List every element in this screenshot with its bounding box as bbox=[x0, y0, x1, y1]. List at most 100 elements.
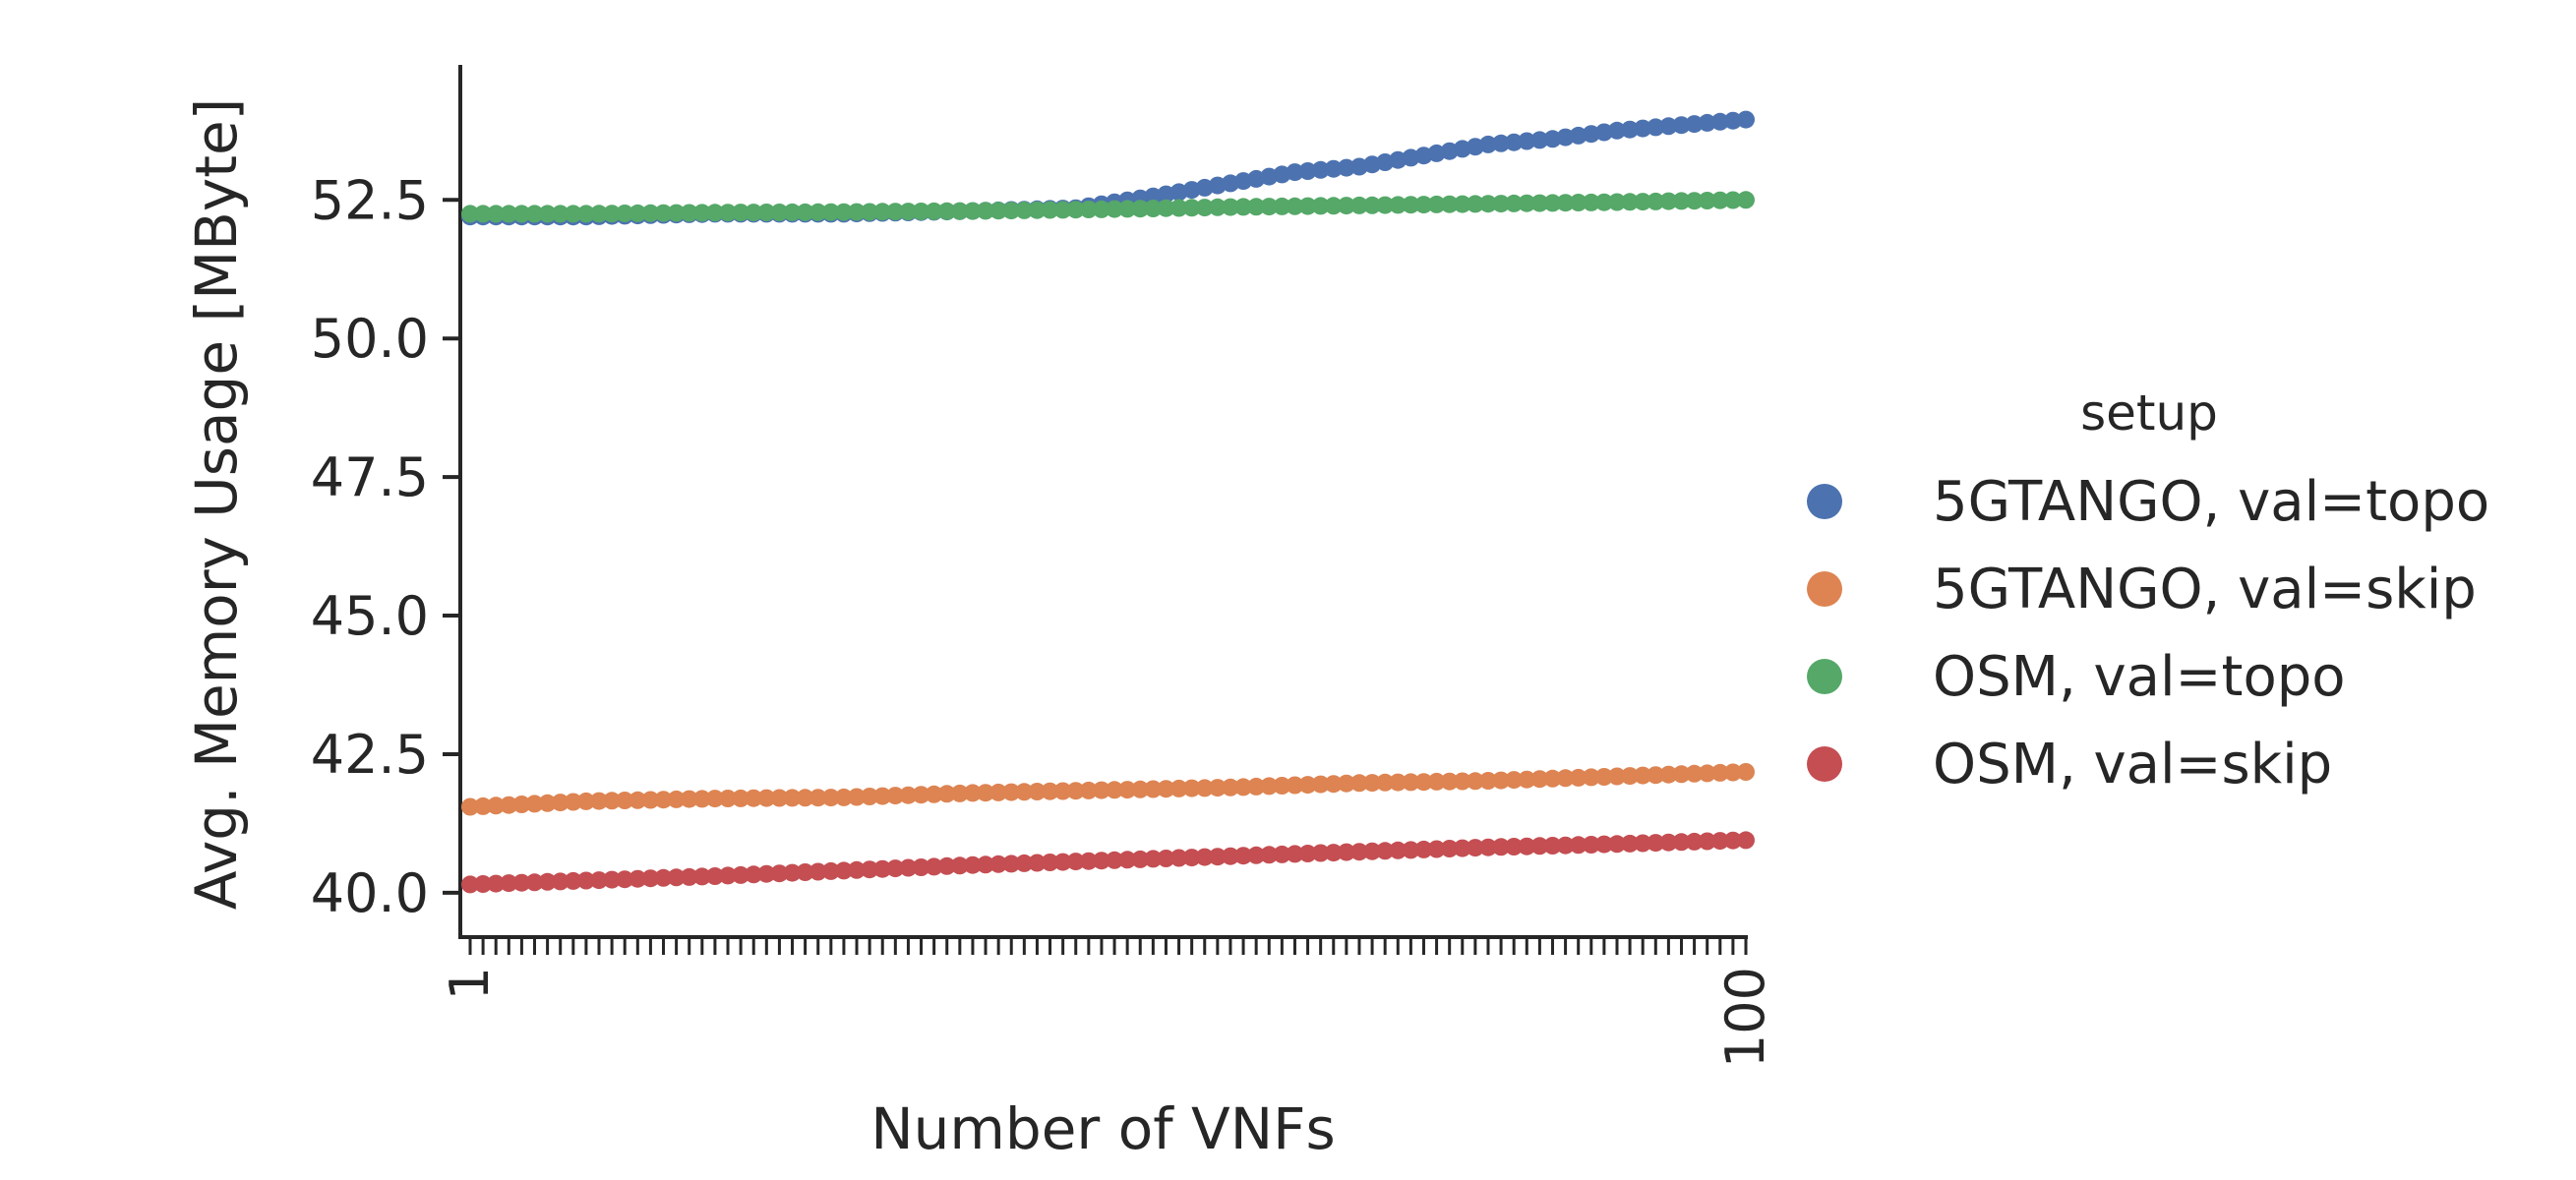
data-point bbox=[1079, 201, 1098, 218]
data-point bbox=[732, 204, 750, 222]
data-point bbox=[654, 204, 673, 222]
data-point bbox=[1556, 769, 1575, 788]
data-point bbox=[1286, 845, 1304, 863]
data-point bbox=[500, 205, 518, 223]
data-point bbox=[705, 204, 724, 222]
data-point bbox=[1543, 130, 1562, 148]
data-point bbox=[873, 787, 892, 805]
data-point bbox=[1621, 120, 1640, 139]
data-point bbox=[1659, 192, 1678, 210]
data-point bbox=[1376, 842, 1395, 860]
data-point bbox=[1737, 191, 1755, 209]
data-point bbox=[963, 202, 982, 220]
data-point bbox=[1608, 193, 1626, 211]
data-point bbox=[834, 788, 853, 806]
data-point bbox=[1698, 113, 1716, 132]
data-point bbox=[616, 205, 634, 222]
data-point bbox=[1169, 849, 1188, 867]
data-point bbox=[487, 796, 506, 815]
data-point bbox=[1066, 782, 1085, 800]
data-point bbox=[1337, 843, 1355, 861]
data-point bbox=[1053, 782, 1072, 800]
data-point bbox=[861, 203, 879, 221]
data-point bbox=[525, 873, 544, 892]
data-point bbox=[1298, 162, 1317, 180]
data-point bbox=[692, 790, 711, 808]
data-point bbox=[1492, 838, 1511, 856]
axes: 40.0 42.5 45.0 47.5 50.0 52.5 1 100 bbox=[311, 65, 1776, 1068]
data-point bbox=[474, 875, 493, 893]
data-point bbox=[525, 205, 544, 223]
data-point bbox=[1659, 765, 1678, 784]
series-3 bbox=[461, 831, 1755, 894]
data-point bbox=[1608, 121, 1626, 140]
data-point bbox=[989, 855, 1008, 873]
y-tick-label: 45.0 bbox=[311, 585, 429, 647]
data-point bbox=[680, 867, 698, 886]
data-point bbox=[1505, 771, 1524, 790]
data-point bbox=[1634, 193, 1652, 211]
data-point bbox=[692, 867, 711, 886]
data-point bbox=[1028, 854, 1047, 872]
data-point bbox=[1647, 766, 1665, 785]
data-point bbox=[1569, 836, 1588, 855]
data-point bbox=[538, 794, 557, 812]
data-point bbox=[1106, 200, 1124, 218]
data-point bbox=[1002, 855, 1021, 873]
data-point bbox=[925, 202, 943, 220]
data-point bbox=[1222, 847, 1239, 865]
data-point bbox=[1569, 126, 1588, 145]
series-1 bbox=[461, 763, 1755, 816]
data-point bbox=[1466, 772, 1484, 791]
data-point bbox=[461, 205, 479, 223]
series-2 bbox=[461, 191, 1755, 223]
data-point bbox=[1556, 128, 1575, 147]
data-point bbox=[1698, 832, 1716, 851]
data-point bbox=[1440, 195, 1459, 213]
data-point bbox=[1053, 201, 1072, 219]
data-point bbox=[576, 871, 595, 890]
y-tick-label: 52.5 bbox=[311, 169, 429, 231]
data-point bbox=[1337, 158, 1355, 177]
data-point bbox=[1672, 833, 1691, 852]
data-point bbox=[1298, 845, 1317, 862]
data-point bbox=[1594, 768, 1613, 786]
data-point bbox=[487, 205, 506, 223]
data-point bbox=[1053, 853, 1072, 871]
data-point bbox=[512, 205, 531, 223]
data-point bbox=[629, 869, 647, 888]
data-point bbox=[899, 786, 918, 804]
data-point bbox=[1556, 836, 1575, 855]
data-point bbox=[1427, 840, 1446, 858]
data-point bbox=[757, 789, 776, 807]
data-point bbox=[551, 872, 569, 891]
data-point bbox=[500, 796, 518, 814]
data-point bbox=[616, 870, 634, 889]
data-point bbox=[1182, 199, 1201, 217]
data-point bbox=[1723, 191, 1742, 209]
data-point bbox=[1543, 194, 1562, 212]
data-point bbox=[1518, 132, 1536, 150]
data-point bbox=[1530, 131, 1549, 149]
data-point bbox=[1350, 774, 1368, 793]
data-point bbox=[1723, 831, 1742, 850]
data-point bbox=[1376, 196, 1395, 214]
data-point bbox=[705, 867, 724, 885]
data-point bbox=[963, 856, 982, 874]
data-point bbox=[1131, 850, 1150, 868]
data-point bbox=[783, 789, 802, 807]
data-point bbox=[745, 789, 763, 807]
data-point bbox=[1698, 764, 1716, 783]
data-point bbox=[1389, 841, 1408, 859]
x-axis-label: Number of VNFs bbox=[870, 1095, 1335, 1162]
data-point bbox=[1647, 834, 1665, 853]
data-point bbox=[474, 796, 493, 815]
data-point bbox=[1505, 838, 1524, 856]
x-ticks: 1 100 bbox=[439, 937, 1776, 1068]
data-point bbox=[963, 784, 982, 802]
y-tick-label: 40.0 bbox=[311, 862, 429, 924]
data-point bbox=[1672, 765, 1691, 784]
data-point bbox=[1247, 846, 1266, 864]
data-point bbox=[1634, 834, 1652, 853]
